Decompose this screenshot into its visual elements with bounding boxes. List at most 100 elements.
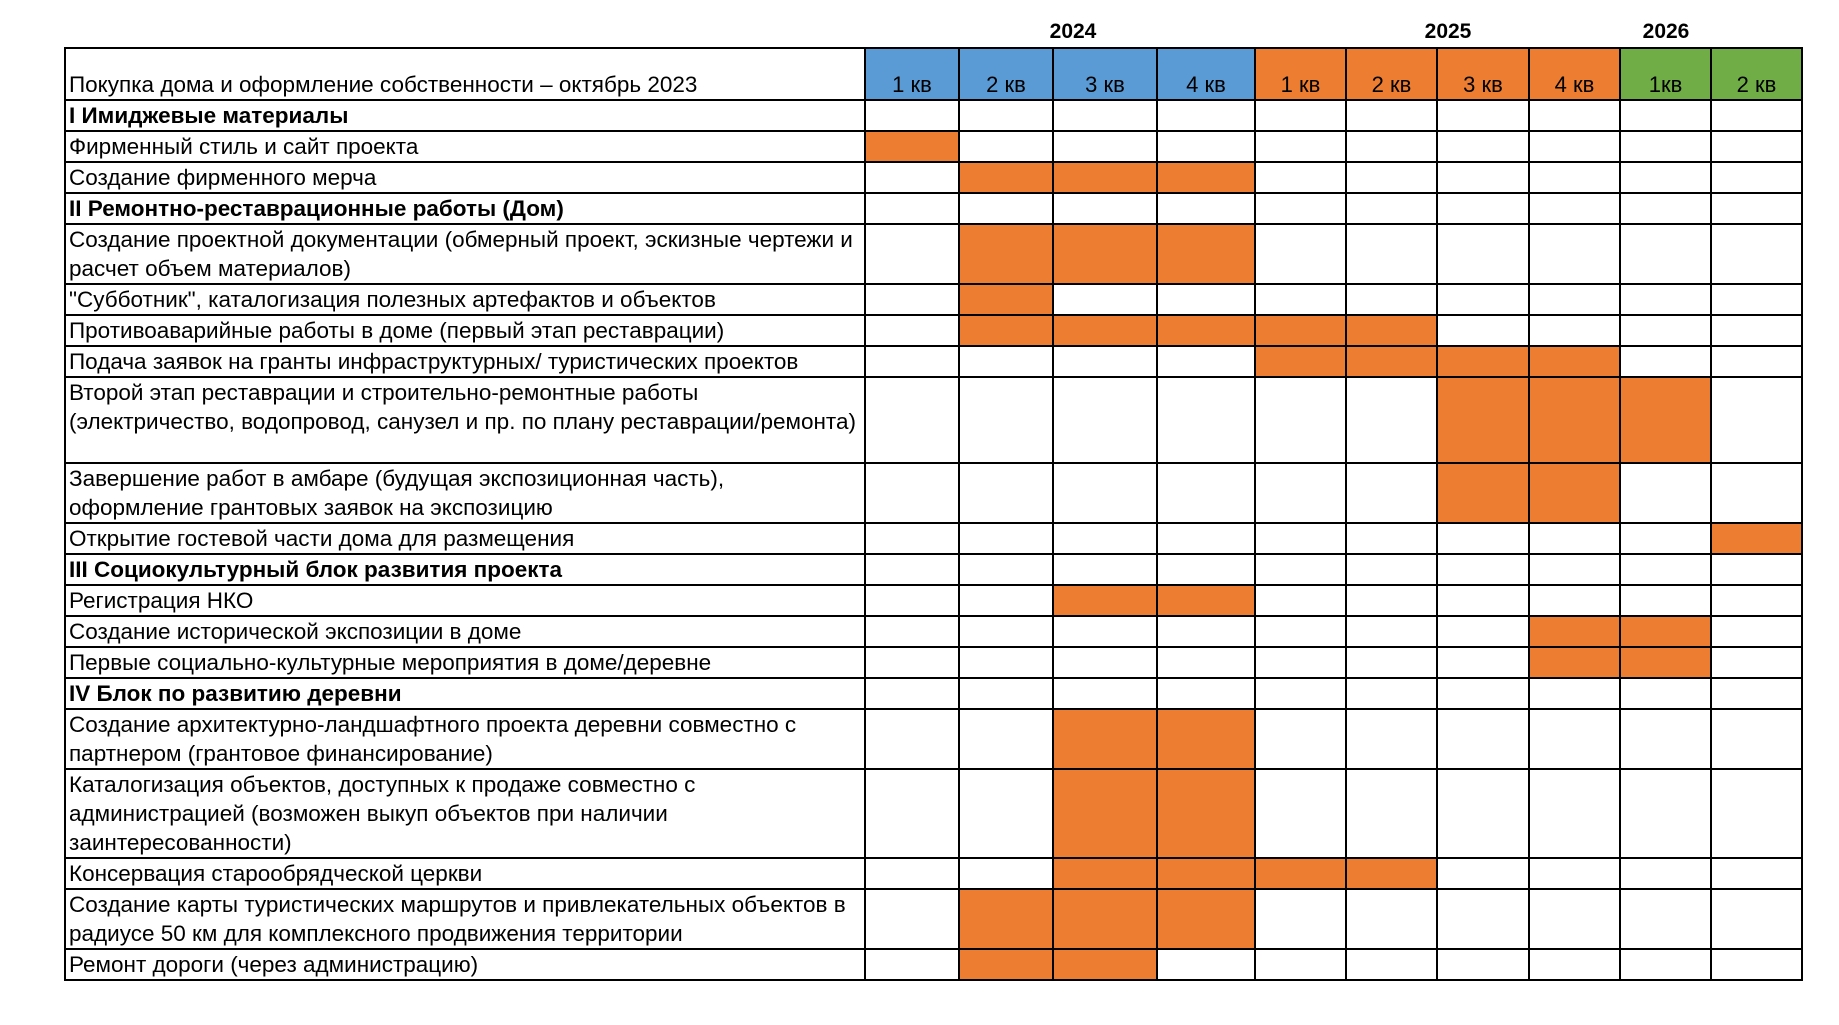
gantt-empty-cell bbox=[1436, 615, 1530, 648]
quarter-header-2025-1: 1 кв bbox=[1254, 47, 1347, 101]
gantt-bar-cell bbox=[1052, 768, 1158, 859]
year-label-2026: 2026 bbox=[1642, 20, 1690, 43]
gantt-empty-cell bbox=[1710, 223, 1803, 285]
gantt-empty-cell bbox=[1528, 584, 1621, 617]
gantt-empty-cell bbox=[1156, 376, 1256, 464]
header-title: Покупка дома и оформление собственности … bbox=[64, 47, 866, 101]
task-label: Завершение работ в амбаре (будущая экспо… bbox=[64, 462, 866, 524]
gantt-empty-cell bbox=[1528, 888, 1621, 950]
gantt-bar-cell bbox=[1052, 948, 1158, 981]
gantt-empty-cell bbox=[1254, 283, 1347, 316]
gantt-bar-cell bbox=[1052, 857, 1158, 890]
gantt-empty-cell bbox=[1436, 888, 1530, 950]
year-label-2025: 2025 bbox=[1424, 20, 1472, 43]
gantt-empty-cell bbox=[1254, 130, 1347, 163]
gantt-empty-cell bbox=[1436, 646, 1530, 679]
gantt-empty-cell bbox=[1345, 584, 1438, 617]
section-row: III Социокультурный блок развития проект… bbox=[64, 553, 1803, 586]
gantt-empty-cell bbox=[1619, 677, 1712, 710]
task-row: Создание архитектурно-ландшафтного проек… bbox=[64, 708, 1803, 770]
gantt-empty-cell bbox=[1436, 948, 1530, 981]
gantt-empty-cell bbox=[1156, 553, 1256, 586]
gantt-empty-cell bbox=[1528, 768, 1621, 859]
gantt-bar-cell bbox=[1052, 888, 1158, 950]
gantt-empty-cell bbox=[1436, 857, 1530, 890]
quarter-header-2026-1: 1кв bbox=[1619, 47, 1712, 101]
gantt-bar-cell bbox=[958, 283, 1054, 316]
gantt-bar-cell bbox=[1619, 376, 1712, 464]
gantt-empty-cell bbox=[1528, 192, 1621, 225]
year-label-2024: 2024 bbox=[1049, 20, 1097, 43]
gantt-empty-cell bbox=[1436, 99, 1530, 132]
gantt-empty-cell bbox=[958, 130, 1054, 163]
gantt-empty-cell bbox=[958, 553, 1054, 586]
section-title-text: III Социокультурный блок развития проект… bbox=[69, 557, 563, 582]
gantt-bar-cell bbox=[1052, 223, 1158, 285]
gantt-empty-cell bbox=[1619, 223, 1712, 285]
gantt-empty-cell bbox=[1528, 708, 1621, 770]
task-row: Подача заявок на гранты инфраструктурных… bbox=[64, 345, 1803, 378]
gantt-bar-cell bbox=[1156, 708, 1256, 770]
task-label-text: Ремонт дороги (через администрацию) bbox=[69, 952, 479, 977]
gantt-empty-cell bbox=[1436, 223, 1530, 285]
gantt-empty-cell bbox=[1710, 948, 1803, 981]
gantt-empty-cell bbox=[1619, 462, 1712, 524]
gantt-empty-cell bbox=[1345, 646, 1438, 679]
task-label: Создание проектной документации (обмерны… bbox=[64, 223, 866, 285]
gantt-empty-cell bbox=[1345, 99, 1438, 132]
task-label: Создание исторической экспозиции в доме bbox=[64, 615, 866, 648]
task-row: Создание фирменного мерча bbox=[64, 161, 1803, 194]
gantt-empty-cell bbox=[1254, 553, 1347, 586]
section-title-text: II Ремонтно-реставрационные работы (Дом) bbox=[69, 196, 564, 221]
task-label: Фирменный стиль и сайт проекта bbox=[64, 130, 866, 163]
gantt-empty-cell bbox=[1619, 584, 1712, 617]
gantt-empty-cell bbox=[1156, 283, 1256, 316]
gantt-empty-cell bbox=[1710, 584, 1803, 617]
gantt-table: Покупка дома и оформление собственности … bbox=[64, 47, 1803, 981]
quarter-header-2025-2: 2 кв bbox=[1345, 47, 1438, 101]
gantt-empty-cell bbox=[1156, 615, 1256, 648]
gantt-bar-cell bbox=[1528, 646, 1621, 679]
gantt-empty-cell bbox=[1619, 553, 1712, 586]
gantt-empty-cell bbox=[1052, 462, 1158, 524]
gantt-empty-cell bbox=[864, 462, 960, 524]
task-label: Первые социально-культурные мероприятия … bbox=[64, 646, 866, 679]
gantt-empty-cell bbox=[958, 99, 1054, 132]
task-label-text: Первые социально-культурные мероприятия … bbox=[69, 650, 712, 675]
task-row: Создание карты туристических маршрутов и… bbox=[64, 888, 1803, 950]
gantt-empty-cell bbox=[1436, 553, 1530, 586]
gantt-empty-cell bbox=[1156, 192, 1256, 225]
task-label-text: Завершение работ в амбаре (будущая экспо… bbox=[69, 466, 725, 520]
gantt-bar-cell bbox=[1156, 314, 1256, 347]
gantt-empty-cell bbox=[1436, 584, 1530, 617]
gantt-empty-cell bbox=[1528, 130, 1621, 163]
gantt-empty-cell bbox=[1619, 522, 1712, 555]
gantt-empty-cell bbox=[1254, 888, 1347, 950]
gantt-empty-cell bbox=[1436, 768, 1530, 859]
gantt-empty-cell bbox=[1345, 677, 1438, 710]
gantt-empty-cell bbox=[1710, 888, 1803, 950]
gantt-empty-cell bbox=[1052, 376, 1158, 464]
gantt-empty-cell bbox=[1345, 888, 1438, 950]
gantt-empty-cell bbox=[1345, 553, 1438, 586]
gantt-empty-cell bbox=[1710, 646, 1803, 679]
gantt-empty-cell bbox=[1436, 314, 1530, 347]
gantt-empty-cell bbox=[1156, 345, 1256, 378]
gantt-bar-cell bbox=[1052, 584, 1158, 617]
task-label: Создание карты туристических маршрутов и… bbox=[64, 888, 866, 950]
gantt-bar-cell bbox=[1528, 376, 1621, 464]
task-label-text: Консервация старообрядческой церкви bbox=[69, 861, 483, 886]
task-label-text: "Субботник", каталогизация полезных арте… bbox=[69, 287, 716, 312]
gantt-empty-cell bbox=[958, 768, 1054, 859]
gantt-bar-cell bbox=[1619, 646, 1712, 679]
gantt-bar-cell bbox=[958, 161, 1054, 194]
gantt-empty-cell bbox=[864, 161, 960, 194]
gantt-empty-cell bbox=[864, 948, 960, 981]
gantt-empty-cell bbox=[1710, 462, 1803, 524]
gantt-empty-cell bbox=[864, 192, 960, 225]
gantt-empty-cell bbox=[1254, 646, 1347, 679]
gantt-empty-cell bbox=[864, 283, 960, 316]
task-label-text: Создание карты туристических маршрутов и… bbox=[69, 892, 846, 946]
gantt-empty-cell bbox=[1619, 192, 1712, 225]
